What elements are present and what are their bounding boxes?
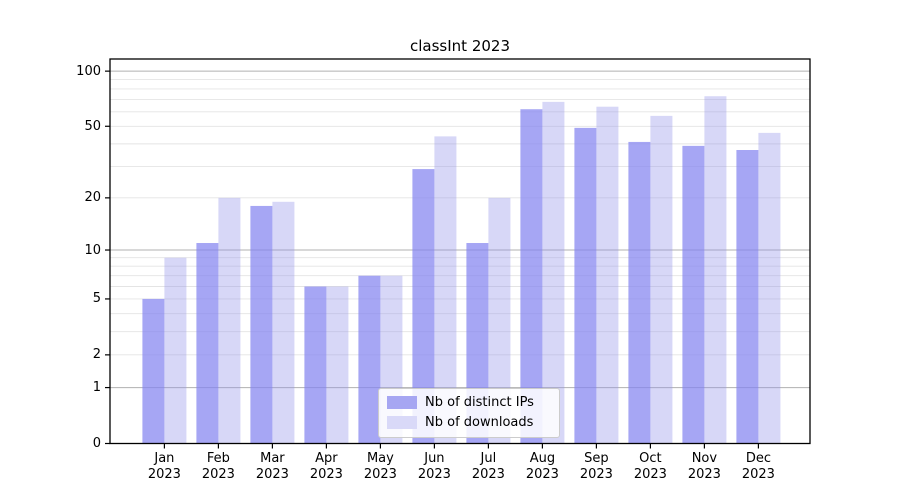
y-tick-label-20: 20 — [84, 190, 101, 206]
x-tick-label-feb: Feb 2023 — [201, 450, 235, 482]
y-tick-label-5: 5 — [92, 291, 101, 307]
bar-distinct-ips-apr — [304, 286, 327, 444]
bar-downloads-apr — [326, 286, 349, 444]
bar-downloads-dec — [758, 132, 781, 444]
y-tick-label-0: 0 — [92, 436, 101, 451]
y-tick-label-10: 10 — [84, 242, 101, 258]
legend: Nb of distinct IPs Nb of downloads — [378, 388, 560, 438]
bar-distinct-ips-sep — [574, 127, 597, 444]
bar-downloads-aug — [542, 101, 565, 444]
bar-downloads-sep — [596, 106, 619, 444]
bar-distinct-ips-feb — [196, 243, 219, 444]
y-tick-label-100: 100 — [76, 63, 101, 79]
bar-downloads-jul — [488, 197, 511, 444]
x-tick-label-mar: Mar 2023 — [255, 450, 289, 482]
bar-downloads-mar — [272, 201, 295, 444]
y-tick-label-1: 1 — [92, 380, 101, 396]
bar-distinct-ips-nov — [682, 145, 705, 444]
bar-downloads-nov — [704, 96, 727, 444]
x-tick-label-dec: Dec 2023 — [741, 450, 775, 482]
bar-distinct-ips-may — [358, 275, 381, 444]
y-tick-label-50: 50 — [84, 118, 101, 134]
bar-downloads-oct — [650, 115, 673, 444]
bar-downloads-feb — [218, 197, 241, 444]
legend-label-distinct-ips: Nb of distinct IPs — [425, 395, 534, 410]
x-tick-label-jun: Jun 2023 — [417, 450, 451, 482]
x-tick-label-nov: Nov 2023 — [687, 450, 721, 482]
bar-distinct-ips-aug — [520, 109, 543, 444]
bar-distinct-ips-jun — [412, 169, 435, 444]
x-tick-label-oct: Oct 2023 — [633, 450, 667, 482]
x-tick-label-aug: Aug 2023 — [525, 450, 559, 482]
x-tick-label-jan: Jan 2023 — [147, 450, 181, 482]
bar-downloads-jan — [164, 257, 187, 444]
legend-swatch-downloads — [387, 416, 417, 429]
legend-swatch-distinct-ips — [387, 396, 417, 409]
chart-title: classInt 2023 — [410, 37, 510, 55]
x-tick-label-sep: Sep 2023 — [579, 450, 613, 482]
plot-frame — [109, 58, 811, 445]
bar-downloads-jun — [434, 136, 457, 444]
x-tick-label-may: May 2023 — [363, 450, 397, 482]
x-tick-label-jul: Jul 2023 — [471, 450, 505, 482]
legend-item-downloads: Nb of downloads — [387, 415, 549, 430]
legend-label-downloads: Nb of downloads — [425, 415, 534, 430]
y-tick-label-2: 2 — [92, 347, 101, 363]
bar-distinct-ips-jan — [142, 298, 165, 444]
bar-distinct-ips-dec — [736, 150, 759, 444]
bar-distinct-ips-oct — [628, 141, 651, 444]
bar-distinct-ips-mar — [250, 205, 273, 444]
x-tick-label-apr: Apr 2023 — [309, 450, 343, 482]
legend-item-distinct-ips: Nb of distinct IPs — [387, 395, 549, 410]
